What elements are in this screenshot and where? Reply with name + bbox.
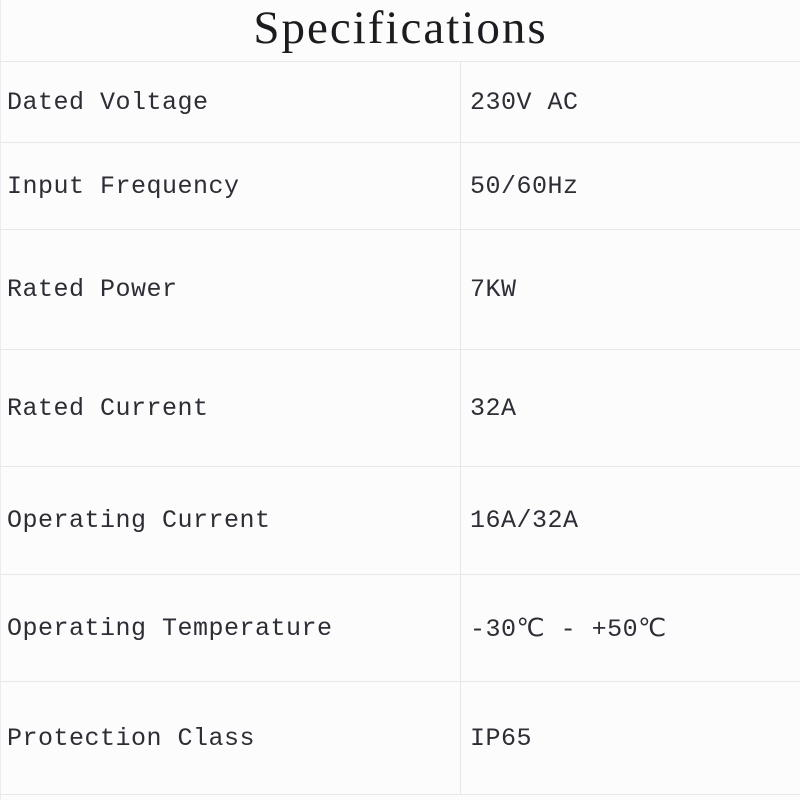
spec-label: Protection Class [1, 682, 461, 794]
spec-label: Operating Current [1, 467, 461, 574]
spec-value: -30℃ - +50℃ [470, 614, 667, 644]
table-row: Rated Current 32A [1, 350, 800, 467]
spec-value: 7KW [470, 275, 517, 304]
spec-value: 16A/32A [470, 506, 579, 535]
page-title: Specifications [253, 2, 548, 54]
table-row: Protection Class IP65 [1, 682, 800, 795]
spec-label: Rated Power [1, 230, 461, 349]
spec-value: 50/60Hz [470, 171, 579, 201]
table-row: Operating Current 16A/32A [1, 467, 800, 575]
table-row: Rated Power 7KW [1, 230, 800, 350]
spec-label: Input Frequency [1, 143, 461, 229]
table-row: Operating Temperature -30℃ - +50℃ [1, 575, 800, 682]
table-row: Input Frequency 50/60Hz [1, 143, 800, 230]
title-bar: Specifications [1, 0, 800, 62]
spec-label: Operating Temperature [1, 575, 461, 681]
spec-value: 32A [470, 393, 517, 423]
specifications-table: Dated Voltage 230V AC Input Frequency 50… [1, 62, 800, 795]
table-row: Dated Voltage 230V AC [1, 62, 800, 143]
spec-label: Dated Voltage [1, 62, 461, 142]
spec-value: IP65 [470, 723, 533, 753]
spec-label: Rated Current [1, 350, 461, 466]
spec-value: 230V AC [470, 87, 579, 117]
